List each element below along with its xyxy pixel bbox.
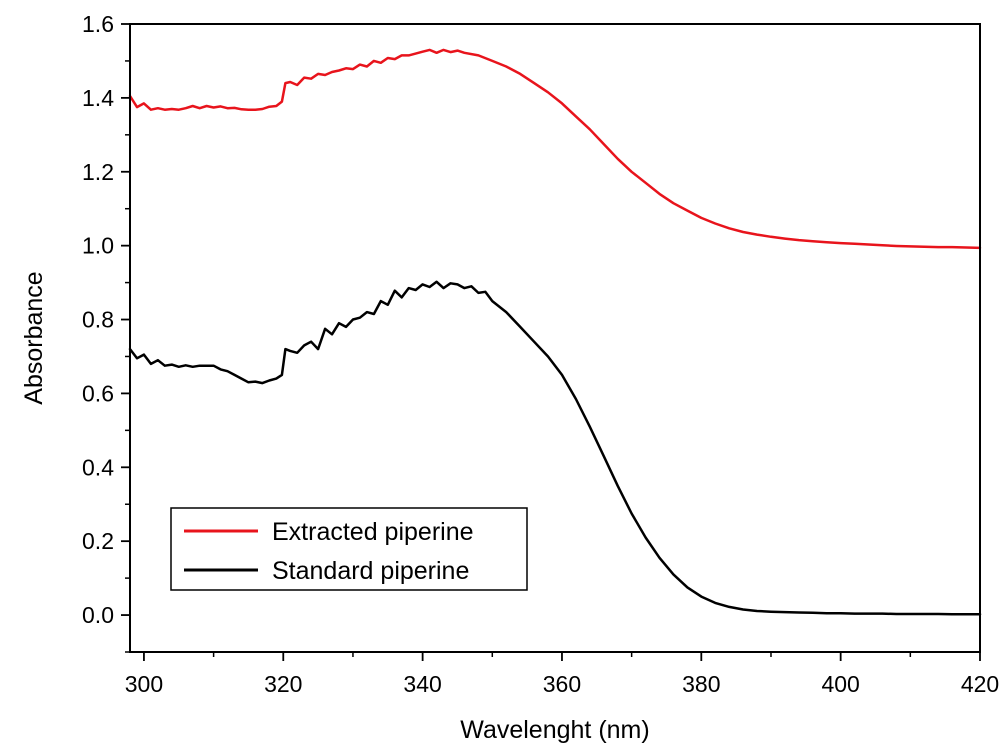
y-tick-label: 0.0: [82, 602, 114, 628]
y-tick-label: 1.4: [82, 85, 114, 111]
legend: Extracted piperine Standard piperine: [170, 507, 528, 591]
y-tick-label: 0.2: [82, 528, 114, 554]
legend-box: [170, 507, 528, 591]
x-tick-label: 420: [961, 671, 999, 697]
y-axis-ticks: 0.0 0.2 0.4 0.6 0.8 1.0 1.2 1.4 1.6: [82, 11, 130, 653]
legend-label-extracted: Extracted piperine: [272, 518, 474, 546]
legend-label-standard: Standard piperine: [272, 557, 469, 585]
x-tick-label: 340: [403, 671, 441, 697]
x-tick-label: 380: [682, 671, 720, 697]
series-line-0: [128, 48, 982, 250]
y-tick-label: 0.6: [82, 380, 114, 406]
y-axis-title: Absorbance: [20, 271, 48, 404]
x-tick-label: 400: [821, 671, 859, 697]
series-line-1: [128, 280, 982, 616]
x-axis-title: Wavelenght (nm): [460, 716, 649, 744]
x-axis-ticks: 300 320 340 360 380 400 420: [125, 652, 999, 697]
y-tick-label: 0.8: [82, 307, 114, 333]
y-tick-label: 1.0: [82, 233, 114, 259]
series-layer: [128, 48, 982, 616]
y-tick-label: 0.4: [82, 454, 114, 480]
x-tick-label: 360: [543, 671, 581, 697]
x-tick-label: 300: [125, 671, 163, 697]
plot-frame: [129, 23, 981, 653]
x-tick-label: 320: [264, 671, 302, 697]
y-tick-label: 1.6: [82, 11, 114, 37]
y-tick-label: 1.2: [82, 159, 114, 185]
